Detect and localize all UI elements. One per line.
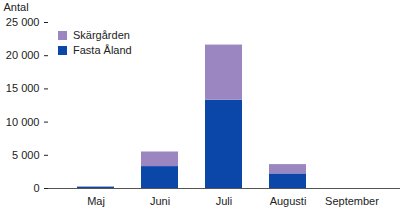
svg-text:Maj: Maj [87, 195, 105, 207]
svg-text:25 000: 25 000 [6, 16, 40, 28]
svg-text:Augusti: Augusti [270, 195, 307, 207]
svg-text:September: September [325, 195, 379, 207]
html-text:Fasta Åland: Fasta Åland [73, 44, 132, 56]
svg-text:10 000: 10 000 [6, 116, 40, 128]
svg-text:Antal: Antal [4, 1, 29, 13]
svg-text:20 000: 20 000 [6, 49, 40, 61]
svg-text:5 000: 5 000 [12, 149, 40, 161]
svg-text:Juni: Juni [150, 195, 170, 207]
html-text:Skärgården: Skärgården [73, 29, 130, 41]
svg-text:0: 0 [33, 182, 39, 194]
svg-text:15 000: 15 000 [6, 82, 40, 94]
svg-text:Juli: Juli [216, 195, 233, 207]
